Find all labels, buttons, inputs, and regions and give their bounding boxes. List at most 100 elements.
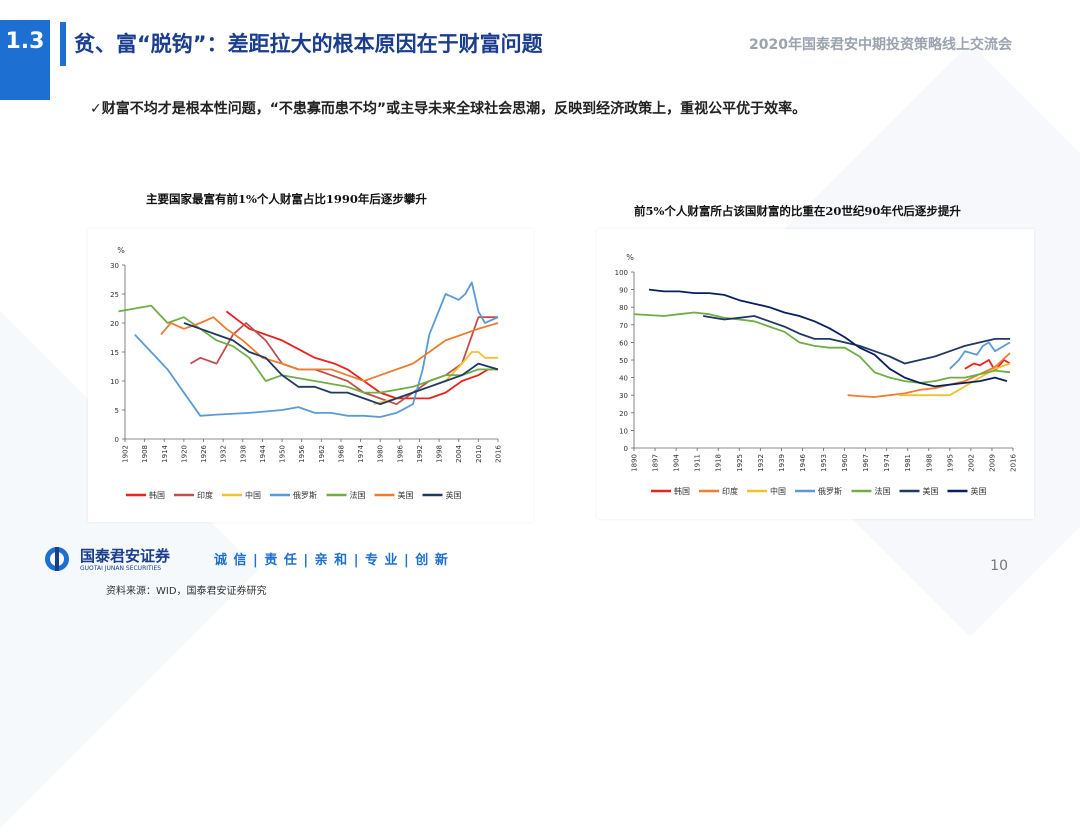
chart2-xtick-label: 1974 (883, 453, 891, 471)
chart1-legend-label: 英国 (446, 490, 462, 500)
chart1-ytick-label: 25 (110, 291, 119, 299)
chart2-ylabel: % (626, 253, 634, 262)
chart2-ytick-label: 10 (619, 427, 628, 435)
company-motto: 诚 信 | 责 任 | 亲 和 | 专 业 | 创 新 (214, 553, 449, 568)
chart1-xtick-label: 1902 (122, 445, 130, 463)
chart1-legend-label: 印度 (197, 490, 213, 500)
chart1-series-line (160, 316, 499, 382)
chart1-ytick-label: 30 (110, 262, 119, 270)
chart1-series-line (183, 322, 499, 406)
chart1-xtick-label: 1980 (377, 445, 385, 463)
company-logo-icon (45, 547, 69, 571)
chart1-series-line (118, 304, 498, 394)
chart1-title: 主要国家最富有前1%个人财富占比1990年后逐步攀升 (146, 192, 427, 206)
chart1-xtick-label: 1962 (318, 445, 326, 463)
chart2-ytick-label: 100 (615, 269, 628, 277)
chart2-series-line (964, 359, 1011, 372)
chart2-ytick-label: 30 (619, 392, 628, 400)
chart2-legend-label: 英国 (971, 486, 987, 496)
chart1-xtick-label: 1974 (357, 444, 365, 462)
chart2-xtick-label: 1904 (673, 453, 681, 471)
page-number: 10 (990, 558, 1008, 574)
chart2-ytick-label: 60 (619, 339, 628, 347)
chart2-series-line (949, 341, 1011, 370)
chart2-ytick-label: 70 (619, 322, 628, 330)
chart2-ytick-label: 90 (619, 287, 628, 295)
chart2-xtick-label: 1960 (841, 454, 849, 472)
chart2-ytick-label: 80 (619, 304, 628, 312)
chart1-ylabel: % (117, 246, 125, 255)
chart2-ytick-label: 20 (619, 410, 628, 418)
org-name-english: GUOTAI JUNAN SECURITIES (80, 565, 162, 572)
chart2-xtick-label: 2002 (967, 454, 975, 472)
chart1-xtick-label: 1926 (200, 444, 208, 462)
chart2-legend-label: 中国 (770, 486, 786, 496)
chart2-ytick-label: 40 (619, 375, 628, 383)
chart2-xtick-label: 1897 (652, 454, 660, 472)
chart2-xtick-label: 1932 (757, 454, 765, 472)
chart1-legend-label: 法国 (350, 490, 366, 500)
chart1-xtick-label: 1914 (161, 444, 169, 462)
chart2-xtick-label: 1995 (946, 454, 954, 472)
chart1-xtick-label: 1944 (259, 444, 267, 462)
chart1-xtick-label: 1956 (298, 444, 306, 462)
chart1-plot: % 0 5 10 15 20 25 30 1902 1908 1914 1920 1926 1932 193… (110, 246, 503, 500)
chart2-xtick-label: 1925 (736, 454, 744, 472)
chart2-legend-label: 韩国 (674, 486, 690, 496)
chart1-legend-label: 美国 (398, 490, 414, 500)
event-name: 2020年国泰君安中期投资策略线上交流会 (749, 37, 1012, 53)
chart2-legend-label: 美国 (923, 486, 939, 496)
chart2-xtick-label: 1939 (778, 454, 786, 472)
chart1-series-line (134, 281, 499, 418)
chart2-series-line (703, 315, 1010, 365)
chart1-xtick-label: 2016 (495, 444, 503, 462)
chart1-ytick-label: 15 (110, 349, 119, 357)
section-number-box (0, 20, 50, 100)
chart1-xtick-label: 1908 (141, 445, 149, 463)
chart1-xtick-label: 2010 (475, 445, 483, 463)
chart1-xtick-label: 1986 (396, 444, 404, 462)
chart1-series-line (189, 316, 498, 406)
data-source: 资料来源：WID，国泰君安证券研究 (106, 586, 267, 597)
org-name: 国泰君安证券 (80, 547, 171, 565)
chart1-legend-label: 俄罗斯 (293, 490, 317, 500)
chart2-xtick-label: 2009 (988, 454, 996, 472)
chart2-xtick-label: 1953 (820, 454, 828, 472)
chart2-xtick-label: 2016 (1010, 453, 1018, 471)
chart2-xtick-label: 1918 (715, 454, 723, 472)
chart1-xtick-label: 1920 (180, 445, 188, 463)
chart1-ytick-label: 0 (115, 436, 119, 444)
chart2-xtick-label: 1988 (925, 454, 933, 472)
chart2-xtick-label: 1911 (694, 454, 702, 472)
chart2-series-line (633, 311, 1011, 384)
chart2-panel: % 0 10 20 30 40 50 60 70 80 90 100 1890 1897 1904 1911 1… (597, 229, 1034, 519)
chart2-title: 前5%个人财富所占该国财富的比重在20世纪90年代后逐步提升 (634, 204, 961, 218)
chart2-xtick-label: 1981 (904, 454, 912, 472)
chart1-panel: % 0 5 10 15 20 25 30 1902 1908 1914 1920 1926 1932 193… (88, 229, 533, 522)
chart1-series-line (225, 310, 498, 400)
page-title: 贫、富“脱钩”：差距拉大的根本原因在于财富问题 (74, 32, 543, 56)
chart1-ytick-label: 20 (110, 320, 119, 328)
chart2-series-line (648, 288, 1008, 388)
chart1-ytick-label: 5 (115, 407, 119, 415)
chart2-xtick-label: 1890 (631, 454, 639, 472)
chart2-legend-label: 印度 (722, 486, 738, 496)
chart2-plot: % 0 10 20 30 40 50 60 70 80 90 100 1890 1897 1904 1911 1… (615, 253, 1018, 496)
chart1-xtick-label: 1992 (416, 445, 424, 463)
chart2-xtick-label: 1967 (862, 454, 870, 472)
title-accent-bar (60, 22, 66, 66)
chart1-xtick-label: 1938 (239, 445, 247, 463)
chart1-legend-label: 韩国 (149, 490, 165, 500)
chart1-xtick-label: 1950 (279, 445, 287, 463)
key-point: ✓财富不均才是根本性问题，“不患寡而患不均”或主导未来全球社会思潮，反映到经济政… (90, 101, 807, 117)
chart2-ytick-label: 0 (624, 445, 628, 453)
chart2-legend-label: 法国 (875, 486, 891, 496)
chart1-xtick-label: 2004 (455, 444, 463, 462)
section-number: 1.3 (5, 29, 45, 54)
chart1-xtick-label: 1932 (220, 445, 228, 463)
chart2-ytick-label: 50 (619, 357, 628, 365)
chart2-xtick-label: 1946 (799, 453, 807, 471)
chart1-xtick-label: 1968 (337, 445, 345, 463)
chart1-legend-label: 中国 (245, 490, 261, 500)
chart2-legend-label: 俄罗斯 (818, 486, 842, 496)
